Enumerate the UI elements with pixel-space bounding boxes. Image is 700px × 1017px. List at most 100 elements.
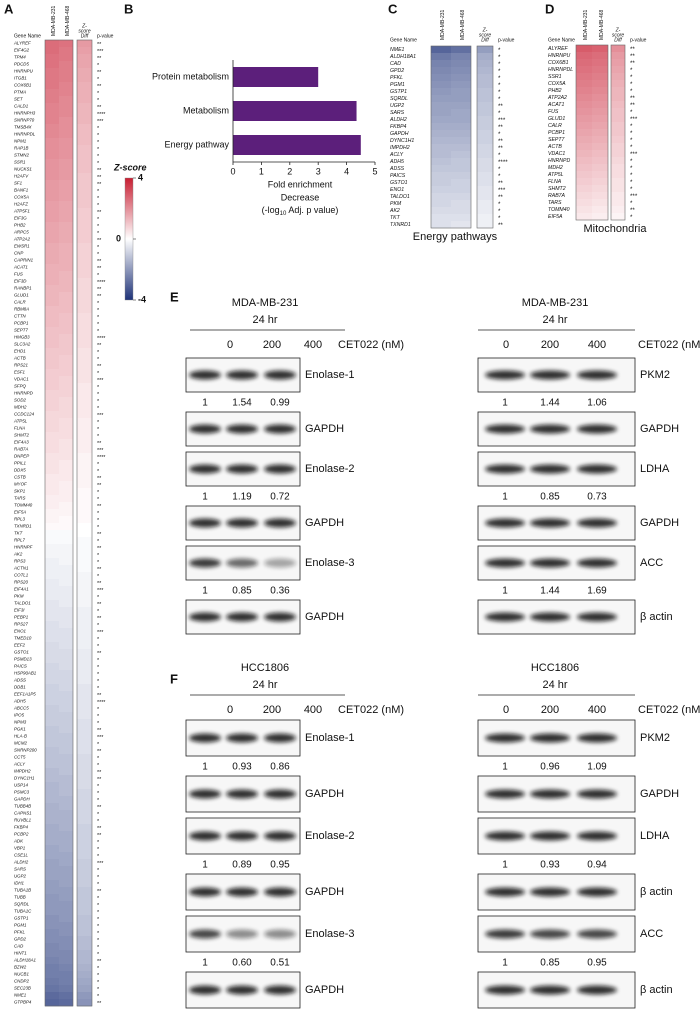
heat-cell xyxy=(45,124,59,132)
heat-cell xyxy=(77,460,92,468)
p-value: ** xyxy=(97,42,102,48)
gene-name: CAD xyxy=(14,944,24,949)
heat-cell xyxy=(431,130,451,138)
heat-cell xyxy=(451,74,471,82)
gene-name: H2AFZ xyxy=(14,202,28,207)
heat-cell xyxy=(59,222,73,230)
heat-cell xyxy=(59,257,73,265)
p-value: * xyxy=(97,721,100,727)
heat-cell xyxy=(77,453,92,461)
heat-cell xyxy=(477,130,493,138)
p-value: * xyxy=(97,371,100,377)
band xyxy=(264,558,296,568)
heat-cell xyxy=(59,299,73,307)
p-value: ** xyxy=(97,238,102,244)
gene-name: STMN2 xyxy=(14,153,29,158)
heat-cell xyxy=(45,726,59,734)
blot-title: HCC1806 xyxy=(531,662,579,674)
p-value: * xyxy=(498,75,501,82)
heat-cell xyxy=(77,152,92,160)
heat-cell xyxy=(45,222,59,230)
gene-name: EIF3I xyxy=(14,608,25,613)
quantification: 1 xyxy=(502,586,508,597)
heat-cell xyxy=(576,122,592,130)
heat-border xyxy=(575,44,609,221)
heat-cell xyxy=(77,166,92,174)
heat-cell xyxy=(477,221,493,229)
heat-cell xyxy=(59,376,73,384)
band xyxy=(577,424,617,434)
heat-cell xyxy=(45,789,59,797)
p-value: * xyxy=(97,420,100,426)
quantification: 0.73 xyxy=(587,492,607,503)
heat-cell xyxy=(576,73,592,81)
band xyxy=(226,831,258,841)
heat-cell xyxy=(45,551,59,559)
gene-name: COX5A xyxy=(548,81,566,87)
heat-cell xyxy=(431,88,451,96)
heat-cell xyxy=(45,614,59,622)
heat-cell xyxy=(431,102,451,110)
p-value: * xyxy=(97,490,100,496)
p-value: * xyxy=(97,154,100,160)
heat-cell xyxy=(59,992,73,1000)
heat-cell xyxy=(77,712,92,720)
heat-cell xyxy=(77,159,92,167)
heat-cell xyxy=(59,719,73,727)
heat-cell xyxy=(431,67,451,75)
gene-name: HNRNPH3 xyxy=(14,111,36,116)
band xyxy=(485,518,525,528)
heat-cell xyxy=(611,80,625,88)
heat-cell xyxy=(77,537,92,545)
band xyxy=(530,464,570,474)
gene-name: SLC3A2 xyxy=(14,342,31,347)
heat-cell xyxy=(77,327,92,335)
heat-cell xyxy=(451,60,471,68)
heat-cell xyxy=(77,236,92,244)
gene-name: ADSS xyxy=(389,166,405,172)
gene-name: SFPQ xyxy=(14,384,27,389)
gene-name: BANF1 xyxy=(14,188,29,193)
p-value: * xyxy=(97,392,100,398)
heat-cell xyxy=(77,124,92,132)
band xyxy=(577,929,617,939)
heat-cell xyxy=(59,138,73,146)
heat-cell xyxy=(59,159,73,167)
heat-cell xyxy=(45,824,59,832)
heat-cell xyxy=(45,383,59,391)
heat-cell xyxy=(59,411,73,419)
p-value: ** xyxy=(97,287,102,293)
heat-cell xyxy=(451,179,471,187)
heat-cell xyxy=(77,355,92,363)
heat-cell xyxy=(576,178,592,186)
gene-name: ENO1 xyxy=(14,629,27,634)
gene-name: EWSR1 xyxy=(14,244,30,249)
p-value: ** xyxy=(97,833,102,839)
p-value: ** xyxy=(630,95,635,102)
panel-letter: D xyxy=(545,1,554,16)
p-value: ** xyxy=(97,105,102,111)
blot-label: PKM2 xyxy=(640,369,670,381)
blot-title: MDA-MB-231 xyxy=(522,297,589,309)
p-value: * xyxy=(97,357,100,363)
band xyxy=(264,733,296,743)
p-value: *** xyxy=(97,630,104,636)
gene-name: CAPRIN1 xyxy=(14,258,34,263)
x-tick-label: 3 xyxy=(316,166,321,176)
p-value: ** xyxy=(97,266,102,272)
x-label-part: 10 xyxy=(280,211,287,217)
heat-cell xyxy=(59,607,73,615)
band xyxy=(226,558,258,568)
heat-cell xyxy=(45,187,59,195)
p-value: * xyxy=(97,140,100,146)
heat-cell xyxy=(45,950,59,958)
gene-name: HNRNPD xyxy=(14,391,34,396)
heat-cell xyxy=(592,73,608,81)
gene-name: ADH5 xyxy=(389,159,404,165)
heat-cell xyxy=(59,964,73,972)
heat-cell xyxy=(59,796,73,804)
gene-name: MDH2 xyxy=(548,165,563,171)
p-value: *** xyxy=(630,151,638,158)
gene-name: HNRNPU xyxy=(548,53,570,59)
